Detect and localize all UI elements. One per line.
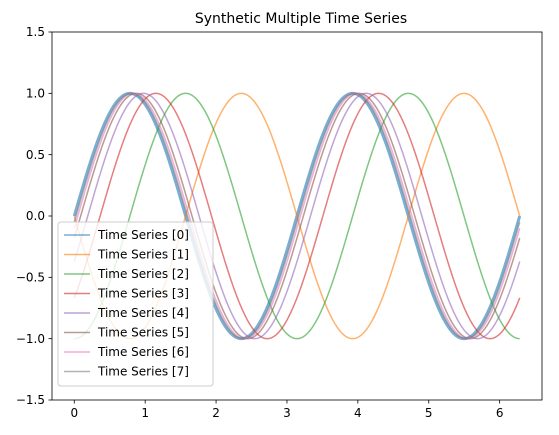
series-line-3	[73, 92, 521, 340]
chart-title: Synthetic Multiple Time Series	[195, 11, 407, 27]
y-tick-label: 0.0	[26, 209, 45, 223]
x-tick-label: 0	[70, 406, 78, 420]
y-tick-label: −1.0	[16, 332, 45, 346]
legend-label: Time Series [5]	[97, 326, 189, 340]
legend-label: Time Series [1]	[97, 248, 189, 262]
x-tick-label: 4	[354, 406, 362, 420]
legend-label: Time Series [3]	[97, 287, 189, 301]
y-tick-label: −0.5	[16, 271, 45, 285]
legend-label: Time Series [7]	[97, 365, 189, 379]
series-line-4	[73, 92, 521, 340]
x-tick-label: 2	[212, 406, 220, 420]
x-tick-label: 3	[283, 406, 291, 420]
y-tick-label: 0.5	[26, 148, 45, 162]
y-tick-label: −1.5	[16, 393, 45, 407]
y-tick-label: 1.0	[26, 87, 45, 101]
legend-label: Time Series [0]	[97, 228, 189, 242]
x-tick-label: 6	[496, 406, 504, 420]
x-tick-label: 5	[425, 406, 433, 420]
legend: Time Series [0] Time Series [1] Time Serie…	[57, 221, 214, 387]
legend-label: Time Series [2]	[97, 267, 189, 281]
series-line-2	[74, 92, 520, 340]
series-line-5	[73, 92, 521, 340]
legend-label: Time Series [4]	[97, 306, 189, 320]
series-line-6	[73, 92, 521, 340]
y-tick-label: 1.5	[26, 25, 45, 39]
axis-ticks: 0 1 2 3 4 5 6 −1.5 −1.0 −0.5 0.0 0.5 1.0 1.5	[16, 25, 504, 420]
x-tick-label: 1	[141, 406, 149, 420]
series-line-7	[73, 92, 521, 340]
legend-box	[57, 221, 214, 387]
legend-label: Time Series [6]	[97, 345, 189, 359]
